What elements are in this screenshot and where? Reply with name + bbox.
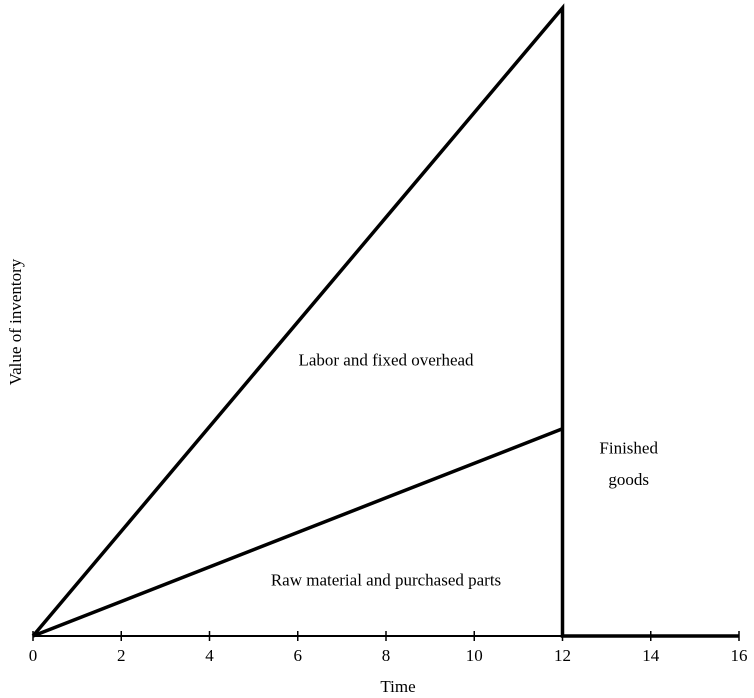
x-axis-ticks: 0 2 4 6 8 10 12 14 16 [29,631,748,665]
x-tick-label: 0 [29,646,38,665]
region-labels: Labor and fixed overhead Raw material and… [271,351,659,590]
region-label: Labor and fixed overhead [298,351,474,370]
raw-material-line [32,427,564,638]
region-label: goods [608,470,649,489]
y-axis-title: Value of inventory [6,258,25,385]
x-tick-label: 16 [731,646,748,665]
region-label: Finished [599,439,658,458]
x-axis-title: Time [380,677,415,696]
x-tick-label: 10 [466,646,483,665]
region-label: Raw material and purchased parts [271,570,501,589]
x-tick-label: 12 [554,646,571,665]
chart-lines [31,3,739,638]
x-tick-label: 2 [117,646,126,665]
x-tick-label: 4 [205,646,214,665]
x-tick-label: 14 [642,646,660,665]
x-tick-label: 6 [294,646,303,665]
x-tick-label: 8 [382,646,391,665]
outer-triangle-line [31,3,739,638]
